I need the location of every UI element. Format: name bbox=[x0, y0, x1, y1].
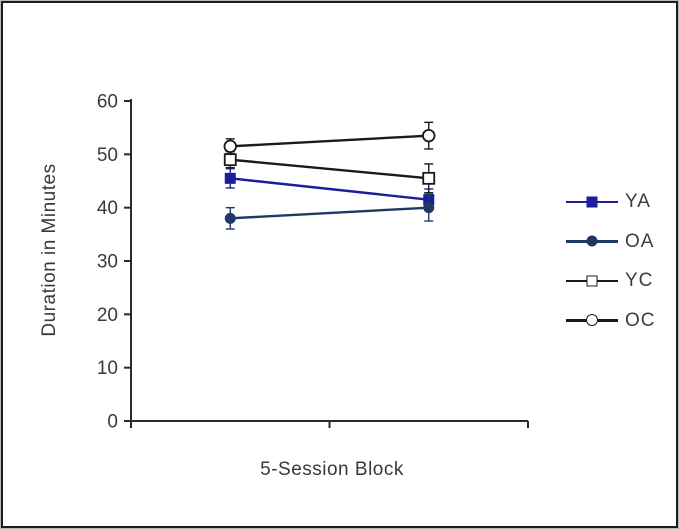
legend-item-ya: YA bbox=[566, 191, 656, 212]
series-line-OC bbox=[230, 134, 429, 148]
legend-line bbox=[566, 235, 618, 247]
marker-circle-open bbox=[422, 128, 436, 143]
marker-square-open bbox=[223, 153, 237, 167]
series-line-YC bbox=[230, 158, 429, 180]
y-tick-label: 20 bbox=[97, 305, 118, 326]
legend-item-yc: YC bbox=[566, 270, 656, 291]
y-tick-label: 30 bbox=[97, 252, 118, 273]
series-YC bbox=[223, 150, 436, 194]
legend-line bbox=[566, 275, 618, 287]
legend-marker-circle-open-icon bbox=[586, 314, 598, 327]
legend-item-oa: OA bbox=[566, 230, 656, 252]
legend-label: OC bbox=[625, 309, 656, 331]
legend-marker-square-open-icon bbox=[586, 275, 598, 287]
legend-line bbox=[566, 314, 618, 327]
marker-circle-filled bbox=[423, 202, 435, 214]
y-tick-label: 50 bbox=[97, 145, 118, 166]
marker-square-open bbox=[422, 171, 436, 185]
legend-marker-square-filled-icon bbox=[586, 196, 598, 208]
legend: YA OA YC OC bbox=[566, 191, 656, 350]
legend-label: YC bbox=[625, 270, 654, 291]
y-tick-label: 40 bbox=[97, 198, 118, 219]
y-tick-label: 0 bbox=[107, 412, 118, 433]
marker-circle-open bbox=[223, 139, 237, 154]
y-tick-label: 10 bbox=[97, 358, 118, 379]
legend-item-oc: OC bbox=[566, 309, 656, 331]
y-tick-label: 60 bbox=[97, 92, 118, 113]
legend-label: YA bbox=[625, 191, 651, 212]
axes bbox=[124, 99, 529, 428]
series-OC bbox=[223, 121, 436, 155]
series-line-YA bbox=[230, 177, 429, 201]
legend-line bbox=[566, 196, 618, 208]
legend-marker-circle-filled-icon bbox=[586, 235, 598, 247]
series-line-OA bbox=[230, 206, 429, 220]
series-OA bbox=[224, 193, 435, 230]
legend-label: OA bbox=[625, 230, 655, 252]
y-axis-title: Duration in Minutes bbox=[39, 163, 60, 337]
error-bars-YC bbox=[225, 150, 434, 194]
x-axis-title: 5-Session Block bbox=[260, 459, 404, 480]
error-bars-OA bbox=[225, 193, 434, 230]
marker-circle-filled bbox=[224, 212, 236, 224]
marker-square-filled bbox=[224, 172, 236, 184]
